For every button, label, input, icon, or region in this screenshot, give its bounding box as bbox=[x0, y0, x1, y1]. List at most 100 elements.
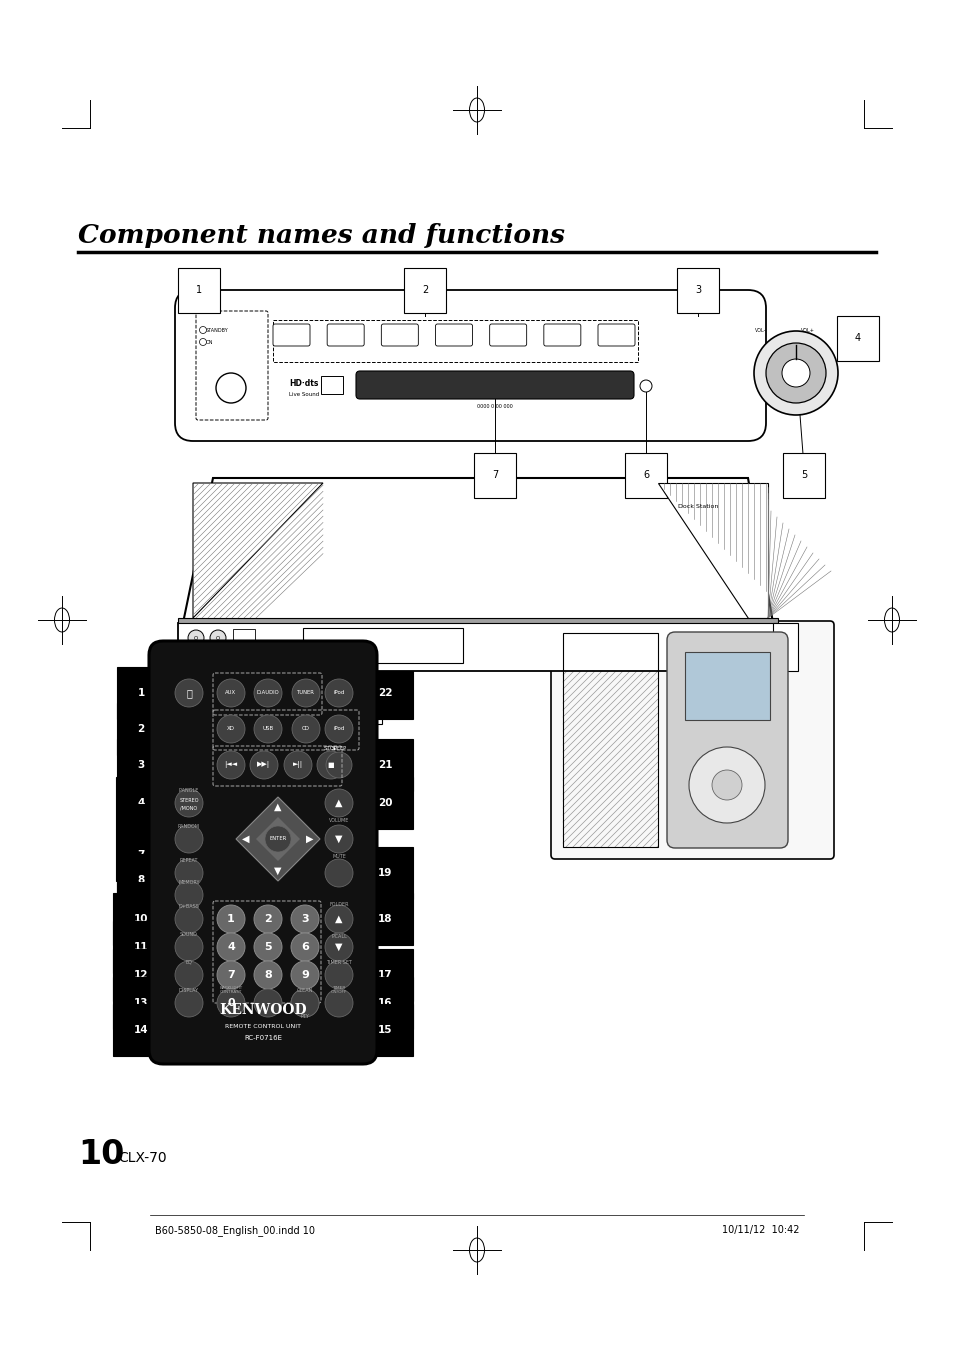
Text: 12: 12 bbox=[321, 697, 334, 706]
Circle shape bbox=[291, 904, 318, 933]
Text: BACKLIGHT
CONTRAST: BACKLIGHT CONTRAST bbox=[219, 986, 242, 995]
Text: REPEAT: REPEAT bbox=[179, 857, 198, 863]
Text: 6: 6 bbox=[642, 470, 648, 481]
Text: RC-F0716E: RC-F0716E bbox=[244, 1035, 282, 1041]
Circle shape bbox=[688, 747, 764, 824]
Text: P.CALL: P.CALL bbox=[331, 934, 347, 940]
Circle shape bbox=[765, 343, 825, 404]
Circle shape bbox=[639, 379, 651, 391]
Text: 5: 5 bbox=[264, 942, 272, 952]
Circle shape bbox=[325, 679, 353, 707]
Circle shape bbox=[291, 990, 318, 1017]
Text: AUX: AUX bbox=[225, 690, 236, 695]
Text: 11: 11 bbox=[133, 942, 148, 952]
Circle shape bbox=[253, 679, 282, 707]
Text: 7: 7 bbox=[227, 971, 234, 980]
Circle shape bbox=[216, 990, 245, 1017]
Circle shape bbox=[199, 339, 206, 346]
Text: 9: 9 bbox=[137, 903, 145, 913]
Text: 16: 16 bbox=[377, 998, 392, 1008]
Text: CLEAN: CLEAN bbox=[296, 987, 313, 992]
Polygon shape bbox=[183, 478, 772, 622]
Text: 12: 12 bbox=[133, 971, 148, 980]
Text: ACC: ACC bbox=[237, 634, 249, 640]
FancyBboxPatch shape bbox=[149, 641, 376, 1064]
Text: 1: 1 bbox=[195, 285, 202, 296]
Text: 1: 1 bbox=[227, 914, 234, 923]
Text: 17: 17 bbox=[377, 971, 392, 980]
Text: ■: ■ bbox=[327, 761, 334, 768]
Text: |◄◄: |◄◄ bbox=[224, 761, 237, 768]
Text: VOL-: VOL- bbox=[755, 328, 766, 333]
FancyBboxPatch shape bbox=[489, 324, 526, 346]
Text: USB: USB bbox=[262, 726, 274, 732]
Text: STEREO: STEREO bbox=[179, 798, 198, 802]
Text: ⏻: ⏻ bbox=[186, 688, 192, 698]
Text: HD·dts: HD·dts bbox=[289, 378, 318, 387]
Text: XD: XD bbox=[227, 726, 234, 732]
Text: REMOTE CONTROL UNIT: REMOTE CONTROL UNIT bbox=[225, 1023, 301, 1029]
FancyBboxPatch shape bbox=[666, 632, 787, 848]
Circle shape bbox=[253, 904, 282, 933]
Text: VOLUME: VOLUME bbox=[329, 818, 349, 824]
Circle shape bbox=[216, 904, 245, 933]
Text: O: O bbox=[215, 636, 220, 640]
Polygon shape bbox=[255, 817, 299, 861]
Text: Live Sound: Live Sound bbox=[289, 392, 319, 397]
Text: TUNER: TUNER bbox=[500, 335, 518, 339]
Circle shape bbox=[325, 859, 353, 887]
Circle shape bbox=[325, 788, 353, 817]
Circle shape bbox=[216, 716, 245, 742]
Text: 9: 9 bbox=[214, 697, 221, 706]
Circle shape bbox=[253, 961, 282, 990]
Circle shape bbox=[253, 716, 282, 742]
Text: 11: 11 bbox=[256, 697, 269, 706]
Circle shape bbox=[174, 882, 203, 909]
FancyBboxPatch shape bbox=[327, 324, 364, 346]
Text: 0000 0 00 000: 0000 0 00 000 bbox=[476, 404, 513, 409]
Circle shape bbox=[174, 933, 203, 961]
Text: ►||: ►|| bbox=[293, 761, 303, 768]
Circle shape bbox=[210, 630, 226, 647]
Bar bbox=[562, 633, 658, 846]
Text: 4: 4 bbox=[854, 333, 861, 343]
Text: ▼: ▼ bbox=[335, 942, 342, 952]
Text: 4: 4 bbox=[137, 798, 145, 809]
Text: VOL+: VOL+ bbox=[801, 328, 814, 333]
Circle shape bbox=[753, 331, 837, 414]
Bar bbox=[273, 320, 638, 362]
Circle shape bbox=[216, 751, 245, 779]
Bar bbox=[233, 629, 254, 645]
Text: AUX: AUX bbox=[288, 335, 299, 339]
Text: BD: BD bbox=[452, 335, 459, 339]
Text: 6: 6 bbox=[301, 942, 309, 952]
Text: 20: 20 bbox=[377, 798, 392, 809]
Circle shape bbox=[325, 933, 353, 961]
FancyBboxPatch shape bbox=[435, 324, 472, 346]
Text: USB: USB bbox=[324, 382, 339, 387]
Text: ENTER: ENTER bbox=[269, 837, 286, 841]
Text: 14: 14 bbox=[771, 697, 783, 706]
Text: SLEEP: SLEEP bbox=[331, 745, 346, 751]
Polygon shape bbox=[193, 483, 323, 618]
Text: 10: 10 bbox=[133, 914, 148, 923]
Text: ▼: ▼ bbox=[335, 834, 342, 844]
Text: 8: 8 bbox=[137, 875, 145, 886]
Circle shape bbox=[325, 825, 353, 853]
Circle shape bbox=[291, 933, 318, 961]
Bar bbox=[178, 618, 778, 622]
Text: SOUND: SOUND bbox=[180, 931, 197, 937]
Text: GAIN: GAIN bbox=[819, 377, 831, 381]
Text: 22: 22 bbox=[377, 688, 392, 698]
Text: ▲: ▲ bbox=[274, 802, 281, 811]
Circle shape bbox=[292, 716, 319, 742]
Text: B60-5850-08_English_00.indd 10: B60-5850-08_English_00.indd 10 bbox=[154, 1224, 314, 1235]
Text: MEMORY: MEMORY bbox=[178, 880, 199, 886]
Circle shape bbox=[781, 359, 809, 387]
Text: 1: 1 bbox=[137, 688, 145, 698]
FancyBboxPatch shape bbox=[598, 324, 635, 346]
Text: ▼: ▼ bbox=[274, 865, 281, 876]
Text: 10: 10 bbox=[78, 1138, 124, 1172]
Text: 3: 3 bbox=[301, 914, 309, 923]
Text: iPod: iPod bbox=[612, 335, 623, 339]
